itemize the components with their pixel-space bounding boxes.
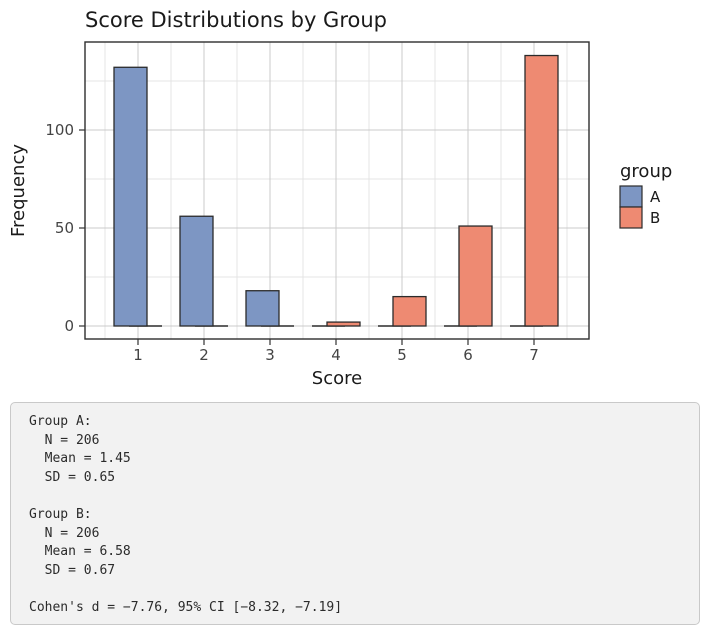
y-tick-label: 100: [45, 121, 74, 139]
chart-svg: 1 2 3 4 5 6 7 0 50 100 Score Distributions by Grou…: [8, 8, 672, 389]
x-tick-label: 4: [331, 346, 341, 364]
x-tick-label: 1: [133, 346, 143, 364]
x-tick-label: 6: [463, 346, 473, 364]
legend-label-B: B: [650, 209, 660, 227]
bar-B-5: [392, 295, 427, 327]
chart-title: Score Distributions by Group: [85, 8, 387, 32]
legend-swatch-B: [619, 206, 643, 229]
panel-background: [85, 42, 589, 339]
x-tick-label: 3: [265, 346, 275, 364]
bar-A-3: [245, 290, 280, 327]
x-tick-label: 2: [199, 346, 209, 364]
y-tick-label: 50: [55, 219, 74, 237]
legend-title: group: [620, 161, 672, 182]
bar-A-2: [179, 215, 214, 327]
legend-swatch-A: [619, 185, 643, 208]
x-axis-title: Score: [312, 368, 362, 389]
x-tick-label: 5: [397, 346, 407, 364]
legend-label-A: A: [650, 188, 661, 206]
bar-B-6: [458, 225, 493, 327]
bar-A-1: [113, 66, 148, 327]
panel-border: [84, 41, 590, 340]
bar-B-4: [326, 321, 361, 327]
y-axis-title: Frequency: [8, 144, 29, 237]
y-tick-label: 0: [64, 317, 74, 335]
stats-panel: Group A: N = 206 Mean = 1.45 SD = 0.65 G…: [10, 402, 700, 625]
x-tick-label: 7: [529, 346, 539, 364]
stats-text: Group A: N = 206 Mean = 1.45 SD = 0.65 G…: [29, 414, 343, 615]
bar-B-7: [524, 54, 559, 327]
